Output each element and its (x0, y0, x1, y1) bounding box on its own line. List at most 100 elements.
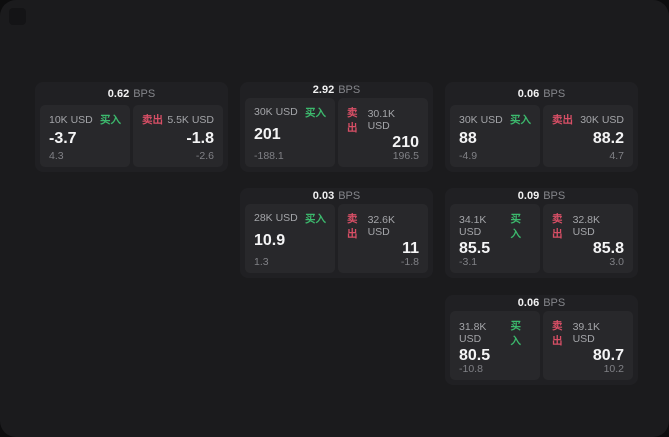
card-body: 34.1K USD 买入 85.5 -3.1 卖出 32.8K USD 85.8… (445, 203, 638, 279)
sell-side-label: 卖出 (142, 114, 163, 126)
sell-tile[interactable]: 卖出 5.5K USD -1.8 -2.6 (133, 105, 223, 167)
sell-tile-top: 卖出 30K USD (552, 112, 624, 127)
buy-size-label: 30K USD (254, 106, 298, 118)
bps-value: 0.62 (107, 87, 130, 100)
sell-side-label: 卖出 (347, 212, 358, 240)
buy-tile[interactable]: 30K USD 买入 88 -4.9 (450, 105, 540, 167)
bps-unit-label: BPS (338, 83, 361, 96)
buy-side-label: 买入 (510, 319, 521, 347)
buy-price: 201 (254, 126, 281, 143)
card-header: 0.62 BPS (35, 82, 228, 105)
bps-unit-label: BPS (543, 87, 566, 100)
card-header: 0.06 BPS (445, 295, 638, 311)
sell-size-label: 5.5K USD (167, 113, 214, 126)
sell-delta: -2.6 (195, 149, 214, 162)
sell-size-label: 39.1K USD (572, 320, 601, 345)
sell-tile-top: 卖出 32.8K USD (552, 211, 624, 241)
sell-tile-top: 卖出 5.5K USD (142, 112, 214, 127)
buy-delta: -4.9 (459, 149, 478, 162)
sell-delta: 3.0 (609, 255, 624, 268)
card-header: 0.09 BPS (445, 188, 638, 204)
quote-card: 0.03 BPS 28K USD 买入 10.9 1.3 卖出 32.6K US… (240, 188, 433, 278)
quote-card: 0.06 BPS 31.8K USD 买入 80.5 -10.8 卖出 39.1… (445, 295, 638, 385)
buy-tile[interactable]: 30K USD 买入 201 -188.1 (245, 97, 335, 167)
buy-price: 10.9 (254, 232, 286, 249)
sell-size-label: 32.6K USD (367, 213, 396, 238)
buy-size-label: 10K USD (49, 113, 93, 126)
bps-unit-label: BPS (338, 189, 361, 202)
sell-tile[interactable]: 卖出 39.1K USD 80.7 10.2 (543, 310, 633, 380)
buy-tile-top: 31.8K USD 买入 (459, 318, 531, 348)
card-header: 0.06 BPS (445, 82, 638, 105)
bps-unit-label: BPS (543, 189, 566, 202)
sell-delta: -1.8 (400, 255, 419, 268)
buy-price: 85.5 (459, 239, 491, 257)
buy-side-label: 买入 (305, 106, 326, 119)
sell-tile[interactable]: 卖出 32.6K USD 11 -1.8 (338, 203, 428, 273)
sell-price: 11 (402, 239, 419, 257)
card-body: 31.8K USD 买入 80.5 -10.8 卖出 39.1K USD 80.… (445, 310, 638, 386)
buy-tile[interactable]: 34.1K USD 买入 85.5 -3.1 (450, 203, 540, 273)
sell-side-label: 卖出 (552, 319, 563, 347)
buy-tile-top: 28K USD 买入 (254, 211, 326, 226)
quote-card: 0.62 BPS 10K USD 买入 -3.7 4.3 卖出 5.5K USD… (35, 82, 228, 172)
sell-delta: 196.5 (392, 149, 419, 162)
buy-tile-top: 34.1K USD 买入 (459, 211, 531, 241)
quote-card: 2.92 BPS 30K USD 买入 201 -188.1 卖出 30.1K … (240, 82, 433, 172)
sell-tile[interactable]: 卖出 30.1K USD 210 196.5 (338, 97, 428, 167)
sell-tile-top: 卖出 39.1K USD (552, 318, 624, 348)
sell-side-label: 卖出 (552, 212, 563, 240)
bps-unit-label: BPS (133, 87, 156, 100)
sell-price: 80.7 (592, 346, 624, 364)
bps-unit-label: BPS (543, 296, 566, 309)
sell-size-label: 30.1K USD (367, 107, 396, 132)
buy-tile-top: 10K USD 买入 (49, 112, 121, 127)
card-body: 30K USD 买入 201 -188.1 卖出 30.1K USD 210 1… (240, 97, 433, 173)
card-body: 30K USD 买入 88 -4.9 卖出 30K USD 88.2 4.7 (445, 105, 638, 172)
bps-value: 2.92 (312, 83, 335, 96)
sell-price: 85.8 (592, 239, 624, 257)
card-header: 2.92 BPS (240, 82, 433, 98)
buy-tile[interactable]: 28K USD 买入 10.9 1.3 (245, 203, 335, 273)
sell-tile[interactable]: 卖出 32.8K USD 85.8 3.0 (543, 203, 633, 273)
buy-side-label: 买入 (510, 114, 531, 126)
corner-logo-icon (9, 8, 26, 25)
buy-price: -3.7 (49, 129, 77, 147)
sell-price: 210 (392, 133, 419, 151)
sell-delta: 4.7 (609, 149, 624, 162)
buy-size-label: 34.1K USD (459, 213, 487, 238)
buy-delta: -10.8 (459, 362, 483, 375)
buy-delta: -188.1 (254, 149, 284, 162)
bps-value: 0.06 (517, 296, 540, 309)
bps-value: 0.03 (312, 189, 335, 202)
buy-delta: 4.3 (49, 149, 64, 162)
buy-price: 88 (459, 129, 477, 147)
card-body: 10K USD 买入 -3.7 4.3 卖出 5.5K USD -1.8 -2.… (35, 105, 228, 172)
sell-side-label: 卖出 (552, 114, 573, 126)
buy-delta: 1.3 (254, 255, 269, 268)
sell-tile-top: 卖出 32.6K USD (347, 211, 419, 241)
buy-size-label: 30K USD (459, 113, 503, 126)
card-header: 0.03 BPS (240, 188, 433, 204)
buy-delta: -3.1 (459, 255, 478, 268)
buy-tile[interactable]: 10K USD 买入 -3.7 4.3 (40, 105, 130, 167)
bps-value: 0.06 (517, 87, 540, 100)
buy-size-label: 28K USD (254, 212, 298, 224)
sell-price: -1.8 (186, 129, 214, 147)
bps-value: 0.09 (517, 189, 540, 202)
quote-card: 0.09 BPS 34.1K USD 买入 85.5 -3.1 卖出 32.8K… (445, 188, 638, 278)
sell-tile[interactable]: 卖出 30K USD 88.2 4.7 (543, 105, 633, 167)
sell-price: 88.2 (592, 129, 624, 147)
sell-size-label: 32.8K USD (572, 213, 601, 238)
buy-tile-top: 30K USD 买入 (254, 105, 326, 120)
quote-card: 0.06 BPS 30K USD 买入 88 -4.9 卖出 30K USD 8… (445, 82, 638, 172)
buy-side-label: 买入 (100, 114, 121, 126)
sell-side-label: 卖出 (347, 106, 358, 134)
sell-size-label: 30K USD (580, 113, 624, 126)
sell-tile-top: 卖出 30.1K USD (347, 105, 419, 135)
buy-tile[interactable]: 31.8K USD 买入 80.5 -10.8 (450, 310, 540, 380)
sell-delta: 10.2 (603, 362, 624, 375)
buy-size-label: 31.8K USD (459, 320, 487, 345)
